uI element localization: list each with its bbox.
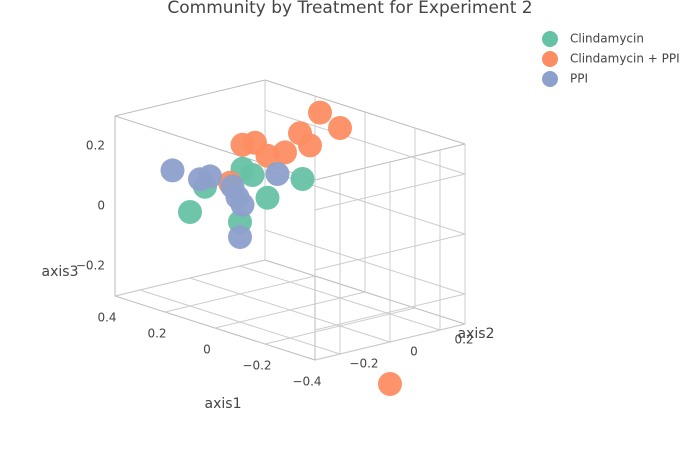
point [378,372,402,396]
point [308,100,332,125]
z-tick-label: 0 [97,199,105,213]
point [228,225,252,249]
chart-title: Community by Treatment for Experiment 2 [167,0,532,18]
point [178,200,202,224]
point [255,185,280,210]
z-tick-label: 0.2 [86,139,105,153]
x-axis-title: axis1 [205,396,242,412]
point [265,162,290,186]
legend-marker [542,71,558,87]
z-grid-line [314,293,466,331]
point [230,192,255,217]
y-tick-label: 0.2 [454,333,473,347]
z-tick-label: −0.2 [76,259,105,273]
y-grid-line [189,277,391,343]
point [160,158,185,183]
y-axis-title: axis2 [458,326,495,342]
z-grid-line [264,109,466,175]
box-edge [114,79,266,117]
y-grid-line [239,265,441,331]
point [198,164,222,189]
z-grid-line [264,229,466,295]
point [328,116,352,140]
legend-label: Clindamycin + PPI [570,52,680,66]
x-tick-label: 0.2 [147,327,166,341]
z-axis-title: axis3 [42,264,79,280]
y-tick-label: 0 [410,345,418,359]
z-grid-line [314,233,466,271]
x-tick-label: 0 [203,343,211,357]
x-tick-label: −0.4 [292,375,321,389]
point [230,132,255,157]
point [290,167,315,191]
y-grid-line [139,289,341,355]
legend-label: PPI [570,72,588,86]
point [240,163,265,187]
legend-marker [542,51,558,67]
legend-marker [542,31,558,47]
x-tick-label: −0.2 [242,359,271,373]
point [220,174,245,199]
y-tick-label: −0.2 [349,357,378,371]
z-grid-line [314,173,466,211]
x-tick-label: 0.4 [97,311,116,325]
point [255,143,280,168]
point [298,133,322,158]
legend-label: Clindamycin [570,32,644,46]
